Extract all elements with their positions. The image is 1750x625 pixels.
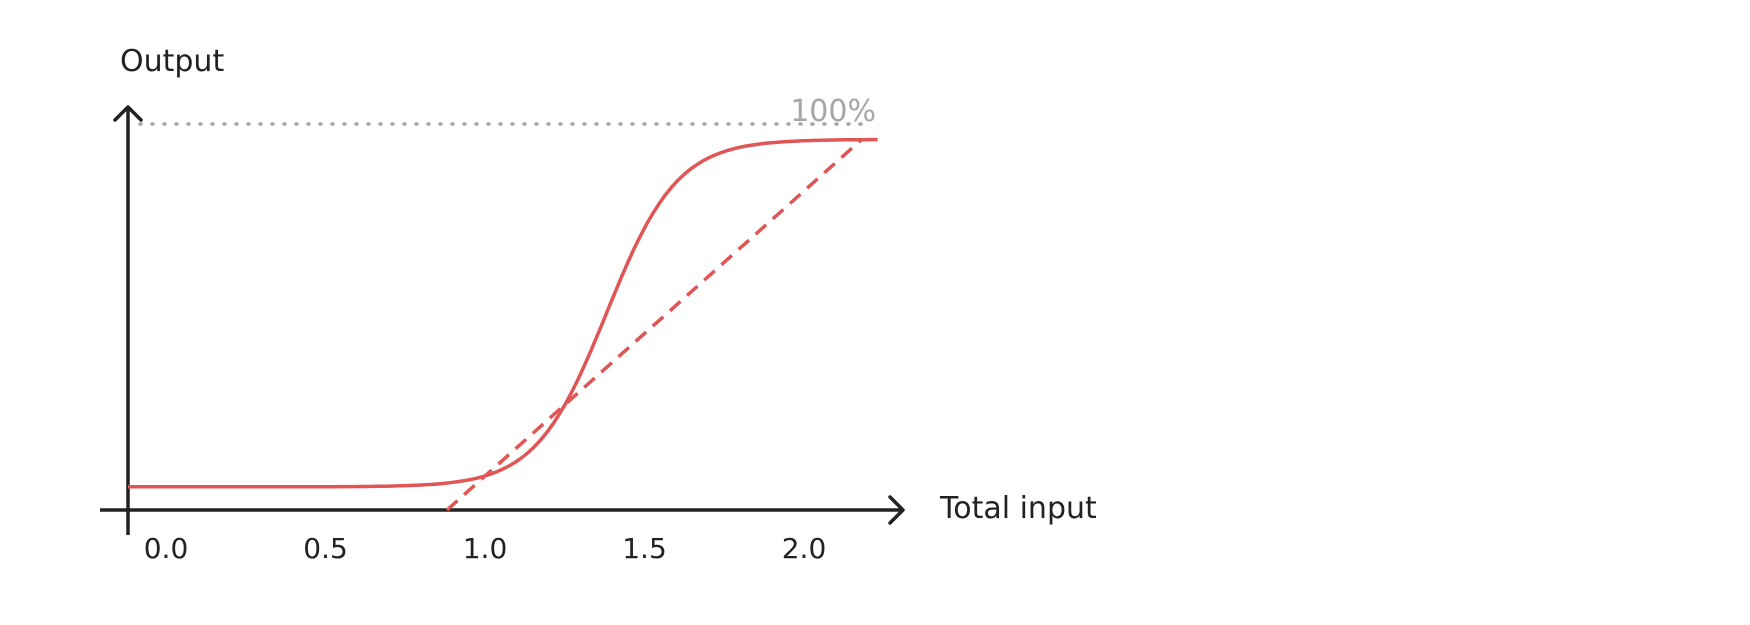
reference-label: 100%: [790, 94, 876, 129]
x-tick-label: 0.0: [144, 532, 189, 565]
x-tick-label: 2.0: [782, 532, 827, 565]
dashed-linear-series: [445, 138, 863, 512]
x-tick-label: 1.5: [622, 532, 667, 565]
x-tick-label: 1.0: [463, 532, 508, 565]
x-tick-label: 0.5: [303, 532, 348, 565]
sigmoid-series: [128, 137, 878, 489]
x-axis-label: Total input: [939, 491, 1097, 526]
y-axis-label: Output: [120, 44, 224, 79]
x-axis-arrowhead: [888, 495, 905, 525]
y-axis-arrowhead: [113, 105, 143, 122]
